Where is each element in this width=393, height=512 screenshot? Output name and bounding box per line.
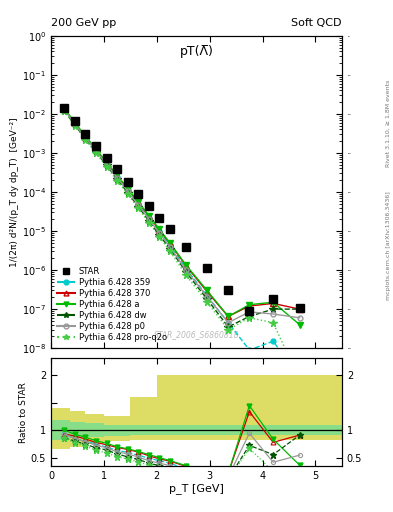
Y-axis label: 1/(2π) d²N/(p_T dy dp_T)  [GeV⁻²]: 1/(2π) d²N/(p_T dy dp_T) [GeV⁻²]	[10, 117, 19, 267]
Legend: STAR, Pythia 6.428 359, Pythia 6.428 370, Pythia 6.428 a, Pythia 6.428 dw, Pythi: STAR, Pythia 6.428 359, Pythia 6.428 370…	[55, 265, 168, 344]
Y-axis label: Ratio to STAR: Ratio to STAR	[19, 382, 28, 442]
Text: pT(Λ̅): pT(Λ̅)	[180, 45, 213, 58]
X-axis label: p_T [GeV]: p_T [GeV]	[169, 483, 224, 495]
Text: Rivet 3.1.10, ≥ 1.8M events: Rivet 3.1.10, ≥ 1.8M events	[386, 79, 391, 166]
Text: 200 GeV pp: 200 GeV pp	[51, 18, 116, 28]
Text: STAR_2006_S6860818: STAR_2006_S6860818	[154, 330, 239, 339]
Text: Soft QCD: Soft QCD	[292, 18, 342, 28]
Text: mcplots.cern.ch [arXiv:1306.3436]: mcplots.cern.ch [arXiv:1306.3436]	[386, 191, 391, 300]
